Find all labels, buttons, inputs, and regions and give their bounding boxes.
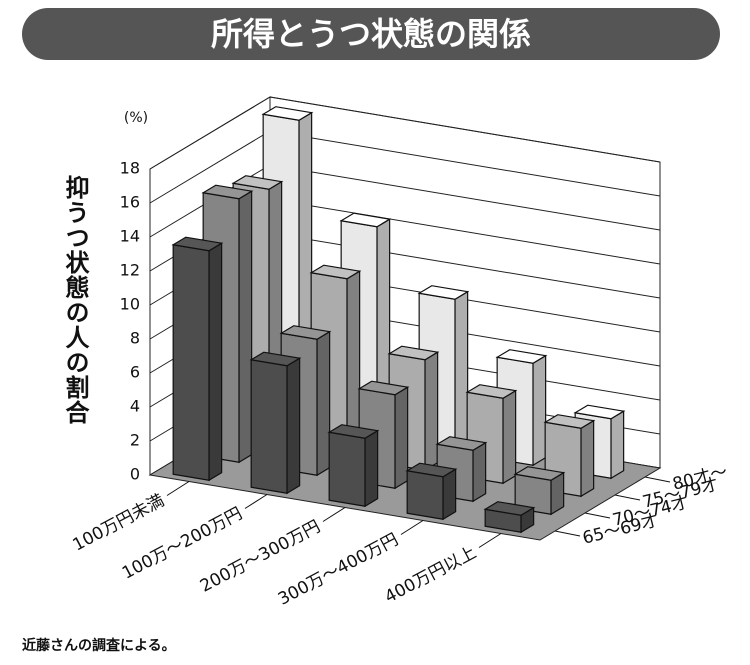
bar-top: [435, 436, 488, 451]
leader-line: [554, 530, 581, 537]
bar-side: [610, 410, 625, 480]
bar-front: [250, 359, 288, 494]
bar-top: [513, 466, 566, 481]
y-tick-label: 0: [130, 465, 140, 484]
bar-side: [394, 386, 409, 490]
bar-top: [279, 325, 332, 340]
bar-front: [172, 244, 210, 481]
bar: [327, 424, 380, 508]
bar-side: [286, 357, 301, 495]
unit-label: (%): [124, 110, 148, 126]
bar-top: [309, 264, 362, 280]
bar-top: [483, 501, 536, 516]
bar-side: [454, 290, 469, 454]
leader-line: [400, 520, 424, 535]
y-tick-label: 12: [120, 261, 140, 280]
chart-title: 所得とうつ状態の関係: [211, 15, 531, 53]
leader-line: [166, 481, 190, 496]
y-tick-label: 18: [120, 159, 140, 178]
bar-side: [208, 242, 223, 482]
bar: [171, 236, 224, 482]
bar-top: [465, 384, 518, 399]
bar: [405, 462, 458, 521]
leader-line: [478, 533, 502, 548]
y-axis-label: 抑うつ状態の人の割合: [61, 175, 89, 425]
bar-top: [405, 462, 458, 478]
bar-top: [231, 175, 284, 190]
bar-side: [472, 441, 487, 503]
footnote: 近藤さんの調査による。: [22, 637, 176, 654]
bar-top: [171, 236, 224, 252]
bar-top: [357, 380, 410, 396]
x-tick-label: 400万円以上: [382, 543, 480, 608]
bar-top: [573, 404, 626, 420]
bar-front: [328, 431, 366, 507]
bar-top: [543, 414, 596, 429]
grid-line: [149, 96, 661, 170]
y-tick-label: 14: [120, 227, 140, 246]
y-tick-label: 16: [120, 193, 140, 212]
bar-top: [495, 349, 548, 364]
bar-side: [364, 429, 379, 508]
bar-top: [249, 351, 302, 367]
y-tick-label: 8: [130, 329, 140, 348]
bar-side: [442, 468, 457, 521]
leader-line: [584, 512, 611, 519]
bar: [513, 466, 566, 516]
x-tick-label: 100万円未満: [70, 491, 168, 556]
leader-line: [644, 476, 671, 483]
bar-side: [316, 330, 331, 477]
y-tick-label: 4: [130, 397, 140, 416]
bar-top: [327, 424, 380, 439]
bar-side: [424, 351, 439, 472]
bar-side: [580, 419, 595, 498]
bar-top: [387, 345, 440, 361]
bar-side: [238, 190, 253, 464]
bar-side: [532, 354, 547, 467]
bar-front: [406, 470, 444, 520]
bar-top: [201, 184, 254, 200]
y-tick-label: 2: [130, 431, 140, 450]
title-banner: [22, 8, 720, 60]
y-tick-label: 10: [120, 295, 140, 314]
y-tick-label: 6: [130, 363, 140, 382]
bar: [249, 351, 302, 495]
leader-line: [322, 507, 346, 522]
bar-top: [417, 285, 470, 300]
bar-top: [339, 212, 392, 228]
bar-top: [261, 106, 314, 121]
leader-line: [614, 494, 641, 501]
bar-side: [502, 389, 517, 485]
leader-line: [244, 494, 268, 509]
bar: [483, 501, 536, 534]
